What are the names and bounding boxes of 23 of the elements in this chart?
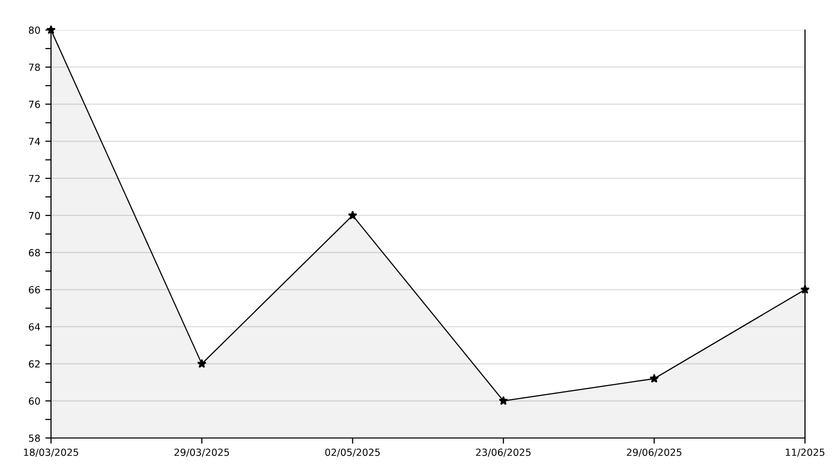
- x-tick-label: 23/06/2025: [476, 448, 531, 457]
- point: [498, 396, 508, 405]
- y-tick-label: 64: [28, 323, 40, 331]
- y-tick-label: 80: [28, 26, 40, 34]
- y-tick-label: 70: [29, 212, 40, 220]
- x-tick-label: 29/06/2025: [626, 448, 682, 457]
- point: [650, 374, 659, 383]
- y-tick-label: 78: [29, 64, 40, 71]
- y-tick-label: 66: [28, 286, 40, 294]
- y-tick-label: 72: [29, 174, 40, 182]
- y-tick-label: 76: [29, 100, 40, 108]
- y-tick-label: 58: [28, 434, 40, 442]
- x-tick-label: 11/2025: [786, 448, 824, 457]
- point: [348, 210, 358, 220]
- x-tick-label: 18/03/2025: [24, 448, 78, 457]
- point: [800, 284, 810, 294]
- y-tick-label: 74: [29, 138, 40, 145]
- point: [197, 358, 206, 368]
- x-tick-label: 29/03/2025: [174, 448, 229, 457]
- y-tick-label: 68: [28, 249, 40, 256]
- y-tick-label: 62: [28, 360, 40, 368]
- y-tick-label: 60: [28, 397, 40, 405]
- x-tick-label: 02/05/2025: [325, 448, 380, 457]
